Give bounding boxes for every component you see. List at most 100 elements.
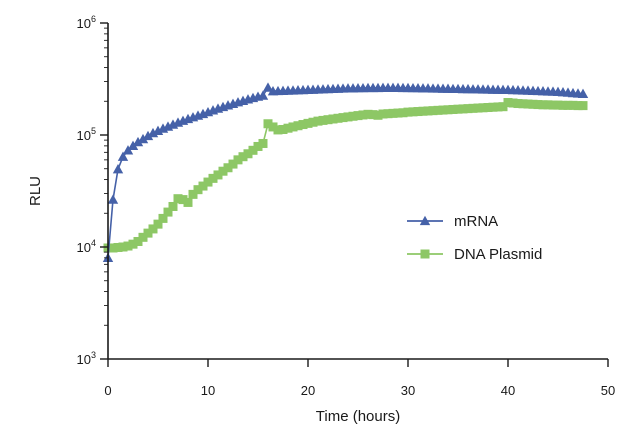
data-point <box>173 194 183 204</box>
data-point <box>117 151 129 161</box>
data-point <box>203 177 213 187</box>
data-point <box>463 104 473 114</box>
data-point <box>573 101 583 111</box>
data-point <box>428 106 438 116</box>
data-point <box>513 99 523 109</box>
legend-label: DNA Plasmid <box>454 246 542 263</box>
data-point <box>112 164 124 174</box>
data-point <box>238 152 248 162</box>
data-point <box>403 107 413 117</box>
data-point <box>418 106 428 116</box>
data-point <box>493 102 503 112</box>
data-point <box>243 149 253 159</box>
data-point <box>143 228 153 238</box>
data-point <box>408 107 418 117</box>
series-mrna <box>102 82 589 263</box>
data-point <box>543 100 553 110</box>
data-point <box>137 133 149 144</box>
data-point <box>268 122 278 132</box>
data-point <box>383 109 393 119</box>
data-point <box>148 224 158 234</box>
data-point <box>213 170 223 180</box>
data-point <box>253 141 263 151</box>
data-point <box>393 108 403 118</box>
data-point <box>443 105 453 115</box>
data-point <box>553 100 563 110</box>
data-point <box>438 105 448 115</box>
data-point <box>353 111 363 121</box>
data-point <box>228 159 238 169</box>
x-tick-label: 10 <box>201 383 215 398</box>
data-point <box>488 102 498 112</box>
data-point <box>298 120 308 130</box>
series-dna-plasmid <box>103 98 588 253</box>
data-point <box>248 145 258 155</box>
legend-item-mrna: mRNA <box>407 213 498 230</box>
data-point <box>433 105 443 115</box>
data-point <box>478 103 488 113</box>
data-point <box>508 98 518 108</box>
data-point <box>127 140 139 151</box>
legend-label: mRNA <box>454 213 498 230</box>
data-point <box>348 111 358 121</box>
data-point <box>538 100 548 110</box>
data-point <box>358 110 368 120</box>
legend-item-dna-plasmid: DNA Plasmid <box>407 246 542 263</box>
data-point <box>453 104 463 114</box>
data-point <box>178 195 188 205</box>
data-point <box>423 106 433 116</box>
data-point <box>108 243 118 253</box>
data-point <box>308 117 318 127</box>
y-tick-label: 103 <box>77 350 96 367</box>
data-point <box>558 100 568 110</box>
legend: mRNA DNA Plasmid <box>407 213 542 263</box>
data-point <box>458 104 468 114</box>
data-point <box>278 124 288 134</box>
data-point <box>363 109 373 119</box>
data-point <box>273 125 283 135</box>
data-point <box>188 189 198 199</box>
data-point <box>303 118 313 128</box>
data-point <box>568 100 578 110</box>
y-tick-label: 105 <box>77 126 96 143</box>
data-point <box>258 138 268 148</box>
data-point <box>398 108 408 118</box>
data-point <box>448 104 458 114</box>
data-point <box>343 112 353 122</box>
data-point <box>518 99 528 109</box>
data-point <box>313 116 323 126</box>
data-point <box>388 108 398 118</box>
data-point <box>218 166 228 176</box>
data-point <box>113 242 123 252</box>
data-point <box>123 241 133 251</box>
data-point <box>368 110 378 120</box>
x-tick-label: 40 <box>501 383 515 398</box>
legend-marker <box>420 249 430 259</box>
data-point <box>498 102 508 112</box>
data-point <box>118 242 128 252</box>
data-point <box>142 130 154 141</box>
data-point <box>577 88 589 99</box>
data-point <box>198 181 208 191</box>
y-axis-title: RLU <box>27 176 44 206</box>
data-point <box>128 239 138 249</box>
axes: Time (hours) RLU 103 104 105 106 0 10 20 30 40 50 <box>27 14 615 425</box>
data-point <box>283 123 293 133</box>
x-tick-label: 0 <box>104 383 111 398</box>
data-point <box>503 98 513 108</box>
data-point <box>193 185 203 195</box>
x-axis-title: Time (hours) <box>316 408 400 425</box>
data-point <box>208 173 218 183</box>
data-point <box>293 121 303 131</box>
data-point <box>533 100 543 110</box>
data-point <box>223 163 233 173</box>
data-point <box>378 109 388 119</box>
data-point <box>183 197 193 207</box>
data-point <box>338 113 348 123</box>
y-tick-label: 106 <box>77 14 96 31</box>
plot-area <box>102 82 589 263</box>
data-point <box>158 213 168 223</box>
data-point <box>257 90 269 100</box>
x-tick-label: 20 <box>301 383 315 398</box>
